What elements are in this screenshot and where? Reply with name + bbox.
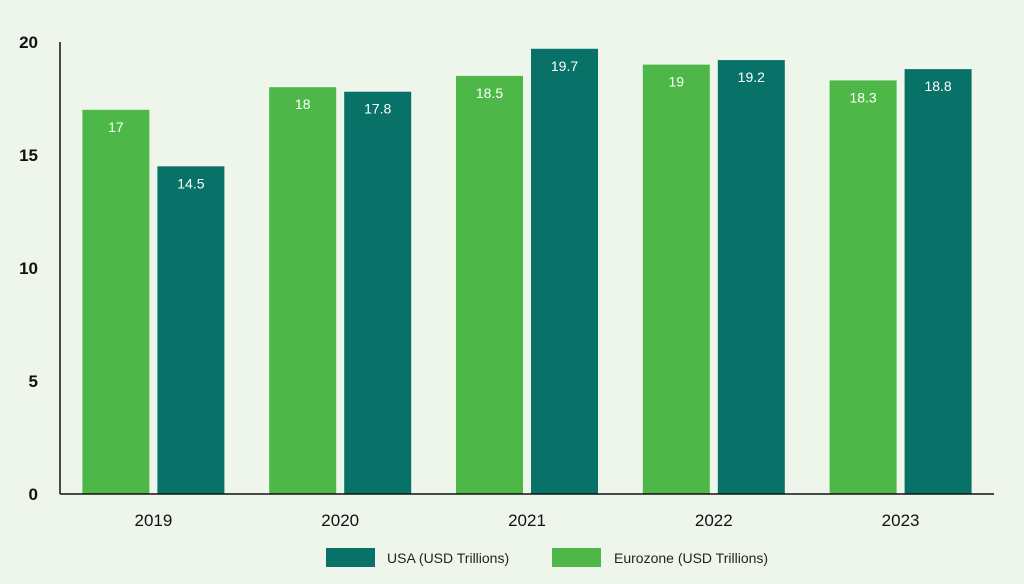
usa-data-label-2023: 18.8 xyxy=(924,78,951,94)
eurozone-data-label-2019: 17 xyxy=(108,119,124,135)
x-tick-label-2023: 2023 xyxy=(882,511,920,530)
eurozone-data-label-2020: 18 xyxy=(295,96,311,112)
usa-bar-2020 xyxy=(344,91,412,494)
legend-label-eurozone: Eurozone (USD Trillions) xyxy=(614,550,768,566)
eurozone-data-label-2022: 19 xyxy=(669,74,685,90)
usa-bar-2021 xyxy=(531,48,598,494)
usa-bar-2023 xyxy=(904,69,972,495)
legend-swatch-eurozone xyxy=(552,548,601,567)
x-tick-label-2019: 2019 xyxy=(134,511,172,530)
y-tick-label: 15 xyxy=(19,146,38,165)
x-tick-label-2021: 2021 xyxy=(508,511,546,530)
usa-data-label-2022: 19.2 xyxy=(738,69,765,85)
eurozone-data-label-2021: 18.5 xyxy=(476,85,503,101)
data-labels-group: 17 14.5 18 17.8 18.5 19.7 19 19.2 18.3 18.8 xyxy=(108,58,952,192)
usa-data-label-2019: 14.5 xyxy=(177,175,204,191)
bars-group xyxy=(82,48,972,495)
y-axis-ticks: 0 5 10 15 20 xyxy=(19,33,38,504)
eurozone-bar-2022 xyxy=(642,64,710,494)
eurozone-bar-2023 xyxy=(829,80,897,495)
legend-swatch-usa xyxy=(326,548,375,567)
usa-data-label-2021: 19.7 xyxy=(551,58,578,74)
y-tick-label: 0 xyxy=(29,485,38,504)
eurozone-bar-2021 xyxy=(456,75,523,495)
y-tick-label: 5 xyxy=(29,372,38,391)
x-tick-label-2022: 2022 xyxy=(695,511,733,530)
legend: USA (USD Trillions) Eurozone (USD Trillio… xyxy=(326,548,768,567)
x-tick-label-2020: 2020 xyxy=(321,511,359,530)
eurozone-bar-2019 xyxy=(82,109,150,495)
legend-label-usa: USA (USD Trillions) xyxy=(387,550,509,566)
y-tick-label: 20 xyxy=(19,33,38,52)
eurozone-bar-2020 xyxy=(269,87,337,494)
usa-bar-2019 xyxy=(157,166,225,495)
y-tick-label: 10 xyxy=(19,259,38,278)
x-axis-ticks: 2019 2020 2021 2022 2023 xyxy=(134,511,919,530)
eurozone-data-label-2023: 18.3 xyxy=(849,89,876,105)
usa-bar-2022 xyxy=(717,60,785,494)
usa-data-label-2020: 17.8 xyxy=(364,101,391,117)
